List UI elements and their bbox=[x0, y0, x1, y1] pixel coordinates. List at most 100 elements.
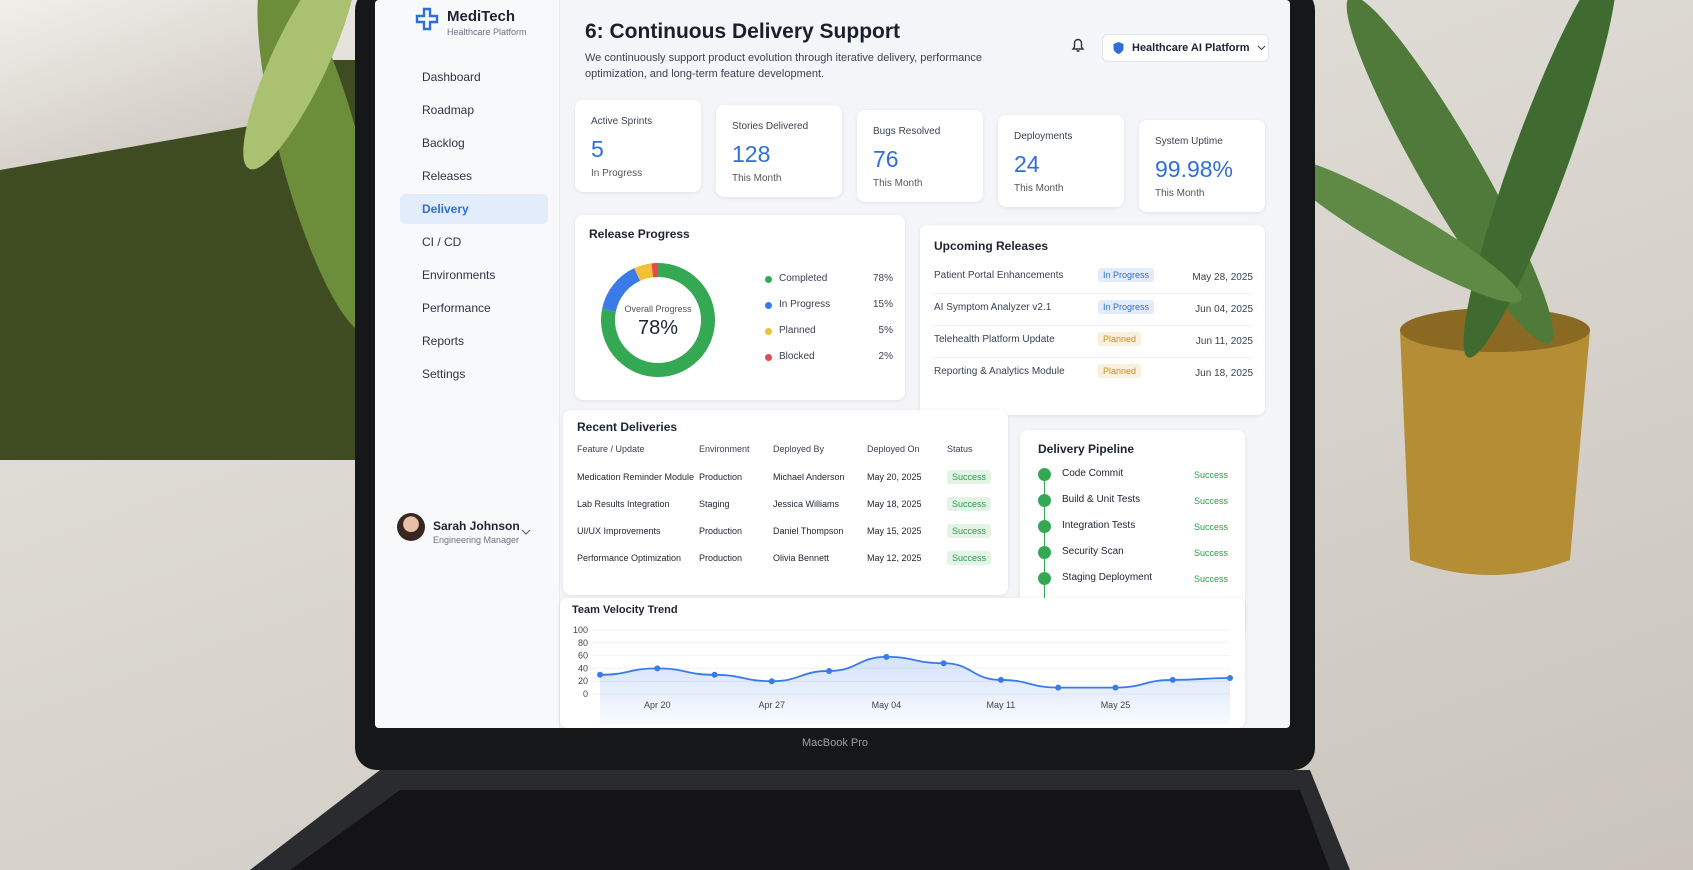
legend-dot bbox=[765, 276, 772, 283]
release-status: Planned bbox=[1098, 364, 1142, 378]
nav-label: Releases bbox=[422, 169, 473, 183]
table-cell: Lab Results Integration bbox=[577, 499, 670, 509]
nav-item[interactable]: Performance bbox=[400, 293, 548, 323]
pipeline-line bbox=[1044, 475, 1045, 605]
stat-label: Stories Delivered bbox=[732, 121, 809, 132]
stat-note: This Month bbox=[873, 178, 923, 189]
chevron bbox=[1257, 45, 1265, 51]
release-status: In Progress bbox=[1098, 268, 1155, 282]
nav-item[interactable]: CI / CD bbox=[400, 227, 548, 257]
stat-note: In Progress bbox=[591, 168, 643, 179]
nav-label: Backlog bbox=[422, 136, 465, 150]
nav-item[interactable]: Backlog bbox=[400, 128, 548, 158]
screen: MediTech Healthcare Platform Sarah Johns… bbox=[375, 0, 1290, 728]
nav-label: Performance bbox=[422, 301, 491, 315]
nav-label: Dashboard bbox=[422, 70, 481, 84]
stat-value: 99.98% bbox=[1155, 156, 1234, 182]
nav-label: Environments bbox=[422, 268, 496, 282]
card-title: Recent Deliveries bbox=[577, 420, 678, 434]
column-header: Deployed On bbox=[867, 444, 920, 454]
step-icon bbox=[1038, 520, 1051, 533]
stat-card: System Uptime 99.98% This Month bbox=[1139, 120, 1265, 212]
nav-item[interactable]: Environments bbox=[400, 260, 548, 290]
platform-selector[interactable]: Healthcare AI Platform bbox=[1102, 34, 1269, 62]
x-tick-label: Apr 27 bbox=[759, 700, 786, 710]
brand: MediTech bbox=[447, 8, 516, 25]
stat-note: This Month bbox=[1155, 188, 1205, 199]
step-name: Security Scan bbox=[1062, 546, 1124, 557]
column-header: Status bbox=[947, 444, 973, 454]
nav-label: Settings bbox=[422, 367, 466, 381]
legend-value: 15% bbox=[872, 299, 893, 310]
legend-dot bbox=[765, 328, 772, 335]
brand-logo bbox=[415, 7, 439, 31]
chart-title: Team Velocity Trend bbox=[572, 604, 678, 616]
step-name: Build & Unit Tests bbox=[1062, 494, 1141, 505]
point bbox=[768, 678, 775, 685]
table-cell: Olivia Bennett bbox=[773, 553, 830, 563]
point bbox=[1227, 675, 1233, 681]
status-badge: Success bbox=[947, 524, 992, 538]
platform-name: Healthcare AI Platform bbox=[1132, 42, 1250, 54]
step-status: Success bbox=[1193, 522, 1228, 532]
table-cell: Production bbox=[699, 472, 743, 482]
stat-label: Deployments bbox=[1014, 131, 1073, 142]
stat-value: 128 bbox=[732, 141, 771, 167]
column-header: Deployed By bbox=[773, 444, 825, 454]
donut-value: 78% bbox=[637, 317, 679, 339]
legend-value: 5% bbox=[878, 325, 893, 336]
release-status: In Progress bbox=[1098, 300, 1155, 314]
platform-icon bbox=[1113, 42, 1124, 54]
notification-bell[interactable] bbox=[1070, 36, 1086, 54]
release-name: Patient Portal Enhancements bbox=[934, 270, 1064, 281]
table-cell: Production bbox=[699, 526, 743, 536]
y-tick-label: 60 bbox=[578, 651, 588, 661]
nav-item[interactable]: Delivery bbox=[400, 194, 548, 224]
legend-name: Blocked bbox=[779, 351, 815, 362]
donut bbox=[601, 263, 715, 377]
y-tick-label: 20 bbox=[578, 676, 588, 686]
point bbox=[654, 665, 661, 672]
upcoming-card: Upcoming Releases Patient Portal Enhance… bbox=[920, 225, 1265, 415]
table-cell: May 15, 2025 bbox=[867, 526, 922, 536]
stat-value: 76 bbox=[873, 146, 899, 172]
sidebar: MediTech Healthcare Platform Sarah Johns… bbox=[375, 0, 560, 728]
nav-item[interactable]: Releases bbox=[400, 161, 548, 191]
nav-item[interactable]: Reports bbox=[400, 326, 548, 356]
point bbox=[597, 671, 603, 678]
release-name: AI Symptom Analyzer v2.1 bbox=[934, 302, 1052, 313]
step-status: Success bbox=[1193, 496, 1228, 506]
point bbox=[940, 660, 947, 667]
y-tick-label: 40 bbox=[578, 663, 588, 673]
nav-item[interactable]: Settings bbox=[400, 359, 548, 389]
nav-label: Reports bbox=[422, 334, 465, 348]
x-tick-label: May 25 bbox=[1101, 700, 1131, 710]
stat-value: 24 bbox=[1014, 151, 1040, 177]
release-name: Telehealth Platform Update bbox=[934, 334, 1055, 345]
nav-item[interactable]: Dashboard bbox=[400, 62, 548, 92]
release-date: Jun 18, 2025 bbox=[1195, 368, 1253, 379]
nav-item[interactable]: Roadmap bbox=[400, 95, 548, 125]
user-menu[interactable] bbox=[521, 528, 531, 536]
nav-label: CI / CD bbox=[422, 235, 462, 249]
point bbox=[1169, 676, 1176, 683]
column-header: Feature / Update bbox=[577, 444, 645, 454]
stat-card: Deployments 24 This Month bbox=[998, 115, 1124, 207]
step-status: Success bbox=[1193, 548, 1228, 558]
table-cell: Performance Optimization bbox=[577, 553, 682, 563]
y-tick-label: 100 bbox=[573, 625, 588, 635]
step-status: Success bbox=[1193, 574, 1228, 584]
point bbox=[1112, 684, 1119, 691]
velocity-card: Team Velocity Trend 0 20 40 60 80 100 Apr 20 Ap… bbox=[560, 598, 1245, 728]
area bbox=[600, 656, 1230, 724]
avatar bbox=[397, 513, 425, 541]
legend-name: In Progress bbox=[779, 299, 831, 310]
point bbox=[1055, 684, 1062, 691]
table-cell: Michael Anderson bbox=[773, 472, 845, 482]
release-date: Jun 11, 2025 bbox=[1195, 336, 1253, 347]
status-badge: Success bbox=[947, 470, 992, 484]
table-cell: Jessica Williams bbox=[773, 499, 840, 509]
card-title: Upcoming Releases bbox=[934, 239, 1049, 253]
